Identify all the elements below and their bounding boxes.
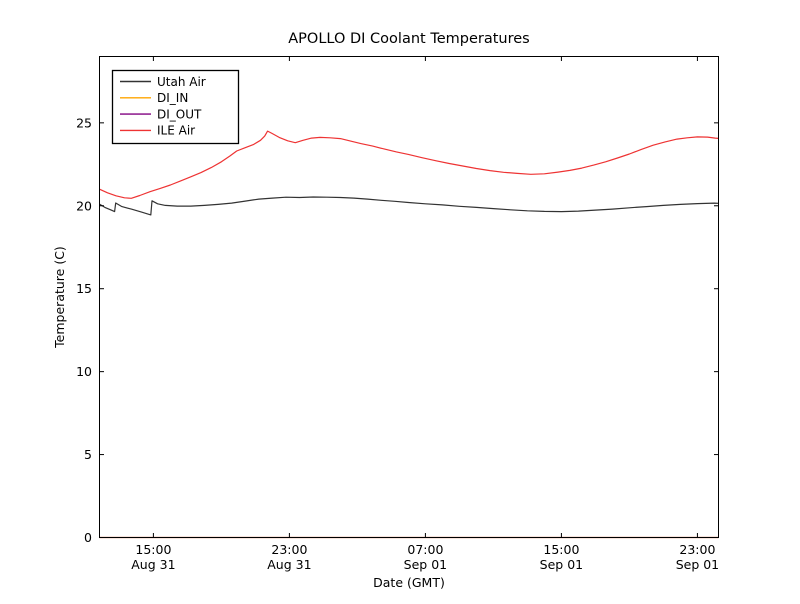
x-tick-date-label: Aug 31 xyxy=(267,557,311,572)
y-tick-label: 10 xyxy=(76,364,92,379)
x-tick-time-label: 15:00 xyxy=(543,542,579,557)
legend-label-di-in: DI_IN xyxy=(157,91,188,105)
legend-box xyxy=(111,69,240,145)
legend-items: Utah Air DI_IN DI_OUT ILE Air xyxy=(120,75,206,138)
plot-border xyxy=(99,56,719,538)
x-tick-time-label: 23:00 xyxy=(271,542,307,557)
x-tick-time-label: 15:00 xyxy=(135,542,171,557)
y-tick-label: 0 xyxy=(84,530,92,545)
series-layer xyxy=(99,130,719,539)
x-tick-date-label: Aug 31 xyxy=(131,557,175,572)
x-tick-date-label: Sep 01 xyxy=(676,557,719,572)
legend: Utah Air DI_IN DI_OUT ILE Air xyxy=(111,69,240,145)
y-tick-label: 25 xyxy=(76,115,92,130)
legend-label-ile-air: ILE Air xyxy=(157,124,195,138)
legend-label-utah-air: Utah Air xyxy=(157,75,206,89)
x-tick-date-label: Sep 01 xyxy=(540,557,583,572)
y-axis-label: Temperature (C) xyxy=(52,246,67,349)
axis-ticks xyxy=(99,56,719,538)
chart-title: APOLLO DI Coolant Temperatures xyxy=(288,31,529,47)
y-tick-labels: 0 5 10 15 20 25 xyxy=(76,115,92,545)
y-tick-label: 15 xyxy=(76,281,92,296)
x-axis-label: Date (GMT) xyxy=(373,575,445,590)
legend-label-di-out: DI_OUT xyxy=(157,107,202,121)
y-tick-label: 5 xyxy=(84,447,92,462)
x-tick-time-label: 07:00 xyxy=(407,542,443,557)
y-tick-label: 20 xyxy=(76,198,92,213)
series-line-utah-air xyxy=(99,196,719,216)
series-line-ile-air xyxy=(99,130,719,199)
x-tick-time-label: 23:00 xyxy=(679,542,715,557)
x-tick-date-label: Sep 01 xyxy=(404,557,447,572)
